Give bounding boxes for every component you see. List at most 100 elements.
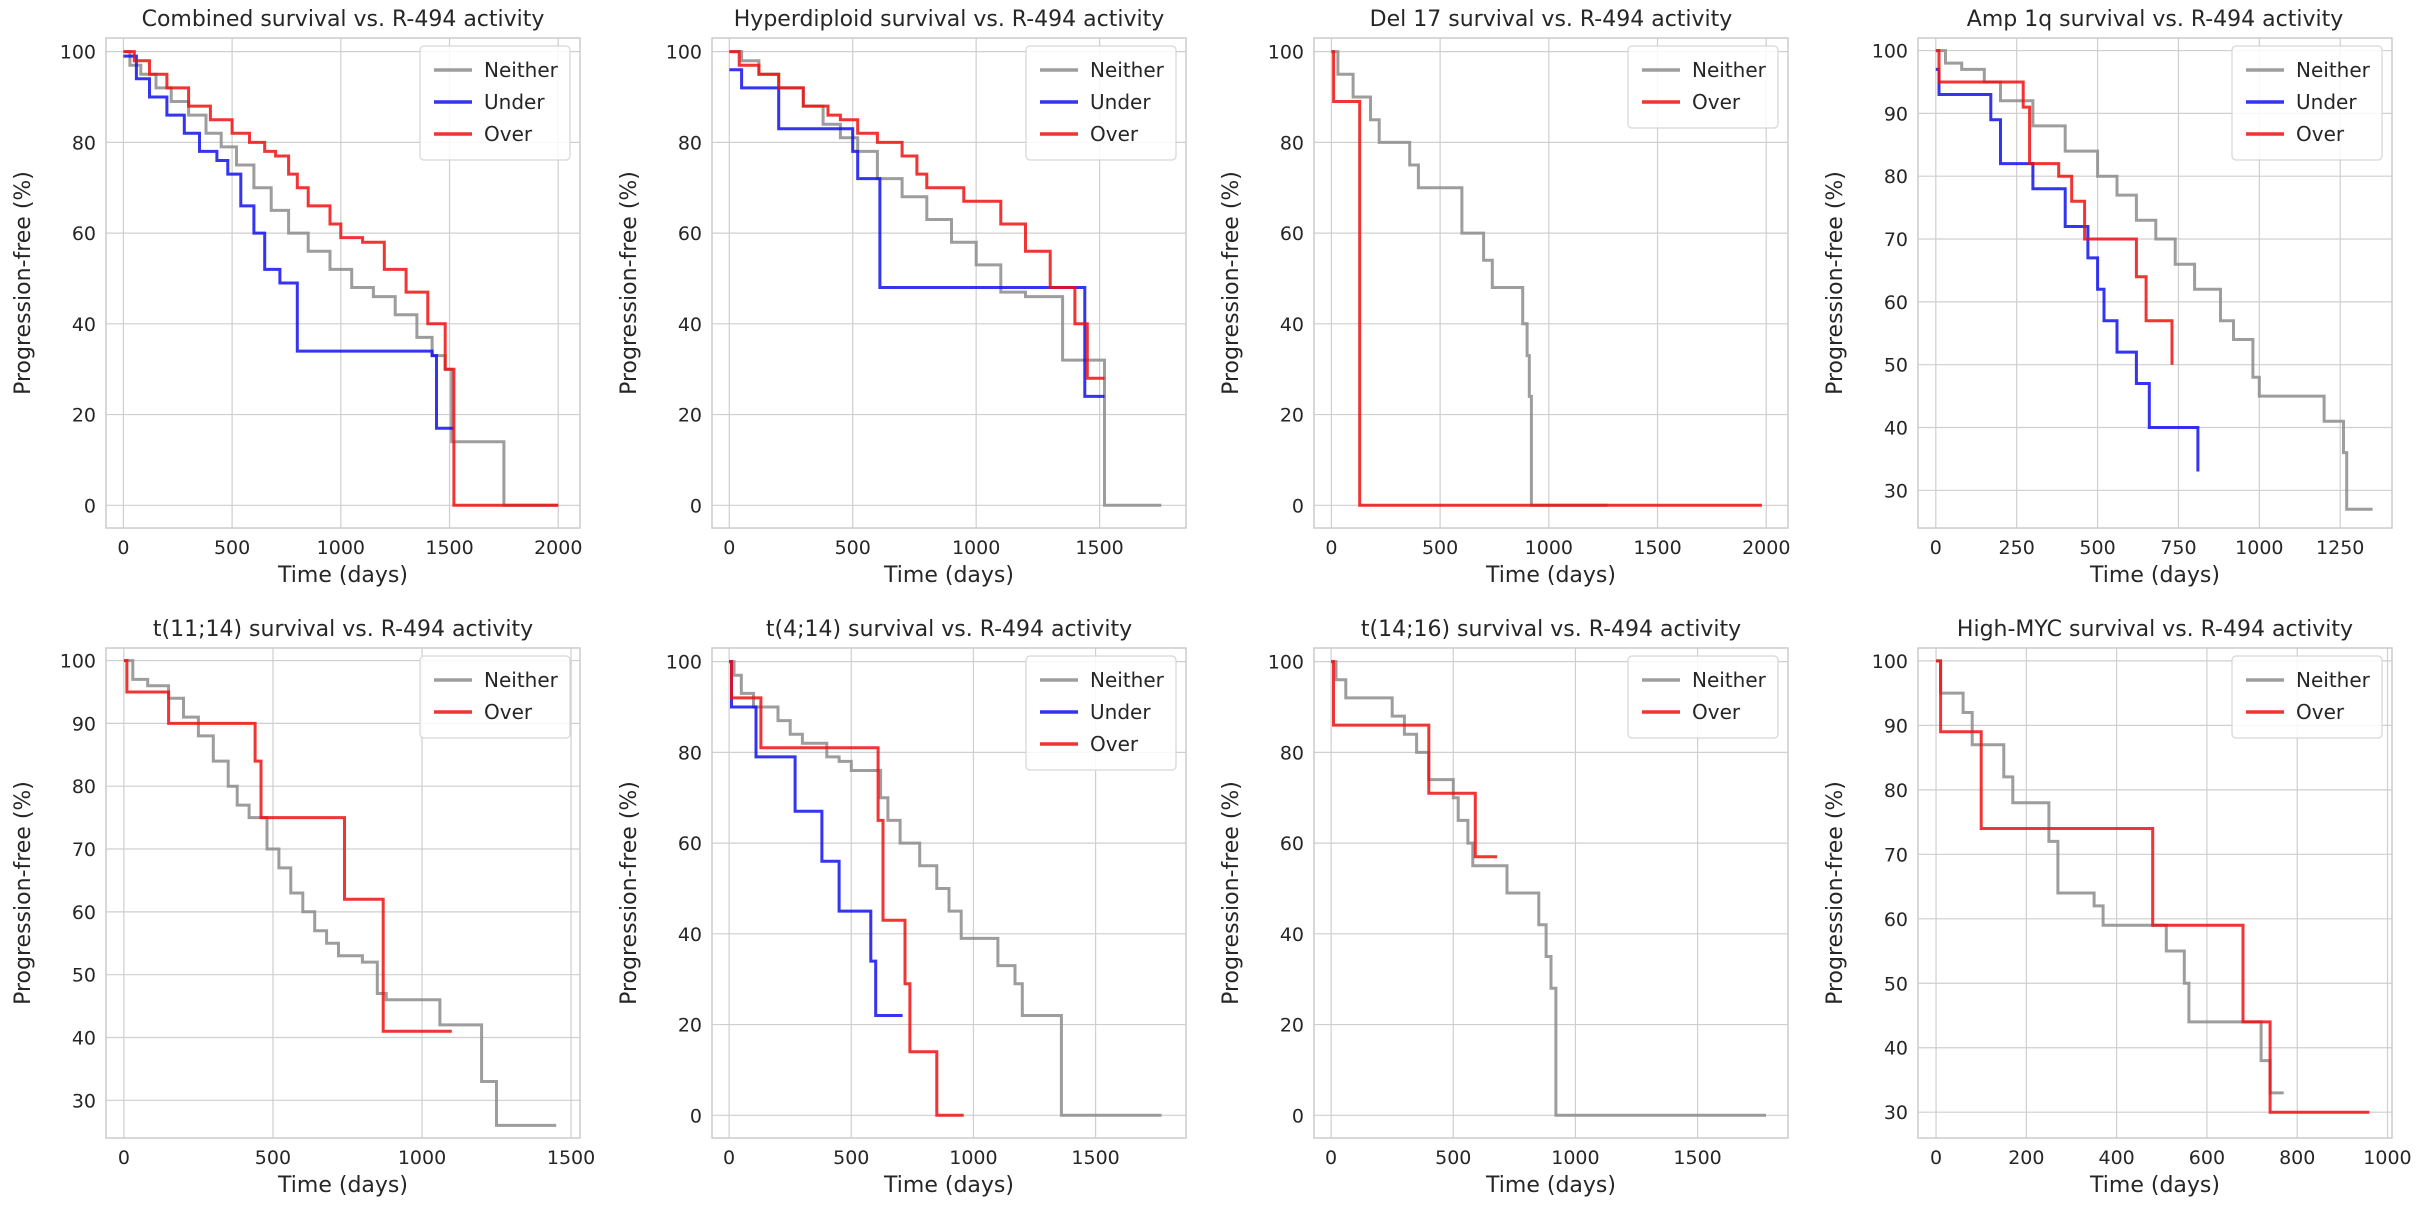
y-axis-label: Progression-free (%)	[1823, 781, 1848, 1005]
legend-label-over: Over	[1692, 90, 1741, 114]
legend-label-over: Over	[484, 122, 533, 146]
series-line-over	[1936, 659, 2370, 1114]
x-tick-label: 1000	[1525, 537, 1573, 559]
y-tick-label: 100	[666, 42, 702, 64]
x-tick-label: 500	[835, 537, 871, 559]
y-tick-label: 80	[72, 132, 96, 154]
x-tick-label: 500	[1422, 537, 1458, 559]
plot-frame	[1313, 37, 1789, 529]
x-tick-label: 0	[723, 1147, 735, 1169]
y-tick-label: 100	[1872, 651, 1908, 673]
y-tick-label: 20	[72, 405, 96, 427]
series-line-neither	[123, 659, 557, 1127]
x-tick-label: 0	[1325, 537, 1337, 559]
x-axis-label: Time (days)	[2089, 1173, 2220, 1198]
y-tick-label: 20	[1280, 1015, 1304, 1037]
series-line-under	[123, 54, 454, 430]
plot-frame	[105, 37, 581, 529]
legend-label-neither: Neither	[1692, 668, 1767, 692]
x-tick-label: 1500	[1673, 1147, 1721, 1169]
series-line-over	[729, 660, 964, 1117]
legend	[419, 45, 571, 161]
chart-title: Combined survival vs. R-494 activity	[142, 7, 545, 32]
chart-title: t(4;14) survival vs. R-494 activity	[766, 617, 1132, 642]
plot-frame	[711, 647, 1187, 1139]
y-tick-label: 40	[1884, 417, 1908, 439]
chart-title: t(14;16) survival vs. R-494 activity	[1361, 617, 1741, 642]
y-tick-label: 100	[60, 42, 96, 64]
y-axis-label: Progression-free (%)	[617, 781, 642, 1005]
y-axis-label: Progression-free (%)	[1219, 171, 1244, 395]
y-tick-label: 100	[1268, 42, 1304, 64]
y-tick-label: 0	[84, 495, 96, 517]
x-tick-label: 1500	[1633, 537, 1681, 559]
y-tick-label: 50	[72, 965, 96, 987]
legend-label-over: Over	[1692, 700, 1741, 724]
y-tick-label: 80	[1884, 166, 1908, 188]
x-axis-label: Time (days)	[1485, 563, 1616, 588]
x-tick-label: 0	[1325, 1147, 1337, 1169]
x-tick-label: 0	[117, 537, 129, 559]
x-tick-label: 2000	[534, 537, 582, 559]
y-tick-label: 100	[60, 651, 96, 673]
x-tick-label: 200	[2008, 1147, 2044, 1169]
y-tick-label: 20	[1280, 405, 1304, 427]
y-tick-label: 70	[72, 839, 96, 861]
series-line-over	[1331, 660, 1498, 859]
x-tick-label: 1500	[547, 1147, 595, 1169]
x-axis-label: Time (days)	[883, 563, 1014, 588]
x-tick-label: 500	[1435, 1147, 1471, 1169]
y-tick-label: 50	[1884, 973, 1908, 995]
x-tick-label: 500	[255, 1147, 291, 1169]
y-tick-label: 60	[1280, 833, 1304, 855]
legend-label-neither: Neither	[2296, 58, 2371, 82]
y-tick-label: 80	[678, 132, 702, 154]
y-tick-label: 60	[1884, 909, 1908, 931]
y-tick-label: 70	[1884, 229, 1908, 251]
y-tick-label: 40	[678, 314, 702, 336]
legend-label-neither: Neither	[1090, 58, 1165, 82]
x-tick-label: 0	[723, 537, 735, 559]
x-tick-label: 1500	[1075, 537, 1123, 559]
legend-label-under: Under	[484, 90, 545, 114]
legend-label-over: Over	[2296, 122, 2345, 146]
y-tick-label: 20	[678, 405, 702, 427]
y-tick-label: 100	[1872, 41, 1908, 63]
x-tick-label: 750	[2160, 537, 2196, 559]
y-tick-label: 60	[72, 902, 96, 924]
legend-label-over: Over	[1090, 732, 1139, 756]
series-line-over	[123, 50, 559, 507]
y-tick-label: 20	[678, 1015, 702, 1037]
series-line-over	[123, 659, 452, 1033]
legend-label-neither: Neither	[2296, 668, 2371, 692]
x-axis-label: Time (days)	[2089, 563, 2220, 588]
x-axis-label: Time (days)	[277, 563, 408, 588]
x-tick-label: 500	[214, 537, 250, 559]
y-tick-label: 60	[678, 223, 702, 245]
x-tick-label: 0	[1930, 1147, 1942, 1169]
y-tick-label: 70	[1884, 844, 1908, 866]
y-tick-label: 40	[72, 1027, 96, 1049]
y-tick-label: 60	[1280, 223, 1304, 245]
chart-panel: t(14;16) survival vs. R-494 activity 0 500…	[1219, 617, 1789, 1198]
x-tick-label: 400	[2098, 1147, 2134, 1169]
x-tick-label: 1000	[1551, 1147, 1599, 1169]
chart-panel: t(11;14) survival vs. R-494 activity 0 500…	[11, 617, 595, 1198]
series-line-neither	[1331, 660, 1766, 1117]
y-tick-label: 30	[72, 1090, 96, 1112]
chart-panel: Hyperdiploid survival vs. R-494 activity…	[617, 7, 1187, 588]
x-tick-label: 1000	[949, 1147, 997, 1169]
legend-label-neither: Neither	[1692, 58, 1767, 82]
chart-title: t(11;14) survival vs. R-494 activity	[153, 617, 533, 642]
series-line-neither	[1331, 50, 1608, 507]
x-tick-label: 1500	[425, 537, 473, 559]
y-tick-label: 0	[1292, 495, 1304, 517]
x-tick-label: 250	[1999, 537, 2035, 559]
plot-frame	[105, 647, 581, 1139]
y-tick-label: 80	[1280, 742, 1304, 764]
x-tick-label: 600	[2189, 1147, 2225, 1169]
y-tick-label: 60	[1884, 292, 1908, 314]
y-axis-label: Progression-free (%)	[1219, 781, 1244, 1005]
legend	[1627, 45, 1779, 129]
